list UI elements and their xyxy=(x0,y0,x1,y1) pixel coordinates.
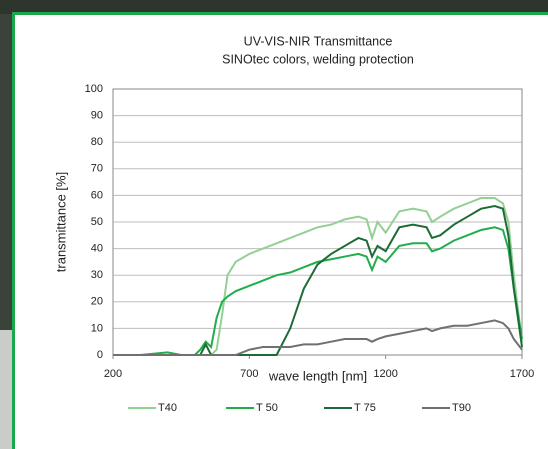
y-tick-label: 80 xyxy=(91,136,103,148)
y-tick-label: 50 xyxy=(91,216,103,228)
y-tick-label: 40 xyxy=(91,243,103,255)
legend-label: T90 xyxy=(452,402,471,414)
chart-subtitle: SINOtec colors, welding protection xyxy=(222,52,414,66)
panel xyxy=(14,14,548,449)
y-axis-label: transmittance [%] xyxy=(53,172,68,272)
x-tick-label: 1200 xyxy=(373,368,397,380)
x-axis-label: wave length [nm] xyxy=(268,368,367,383)
background-photo xyxy=(0,0,548,14)
x-tick-label: 1700 xyxy=(510,368,534,380)
y-tick-label: 10 xyxy=(91,322,103,334)
legend-label: T 50 xyxy=(256,402,278,414)
legend-label: T 75 xyxy=(354,402,376,414)
y-tick-label: 30 xyxy=(91,269,103,281)
y-tick-label: 20 xyxy=(91,296,103,308)
background-photo xyxy=(0,330,14,449)
y-tick-label: 90 xyxy=(91,110,103,122)
legend-label: T40 xyxy=(158,402,177,414)
y-tick-label: 100 xyxy=(85,83,103,95)
chart-title: UV-VIS-NIR Transmittance xyxy=(244,34,393,48)
page: {"chart_data": {"type": "line", "title":… xyxy=(0,0,548,449)
x-tick-label: 200 xyxy=(104,368,122,380)
y-tick-label: 60 xyxy=(91,189,103,201)
chart: UV-VIS-NIR Transmittance SINOtec colors,… xyxy=(0,0,548,449)
y-tick-label: 0 xyxy=(97,349,103,361)
y-tick-label: 70 xyxy=(91,163,103,175)
x-tick-label: 700 xyxy=(240,368,258,380)
